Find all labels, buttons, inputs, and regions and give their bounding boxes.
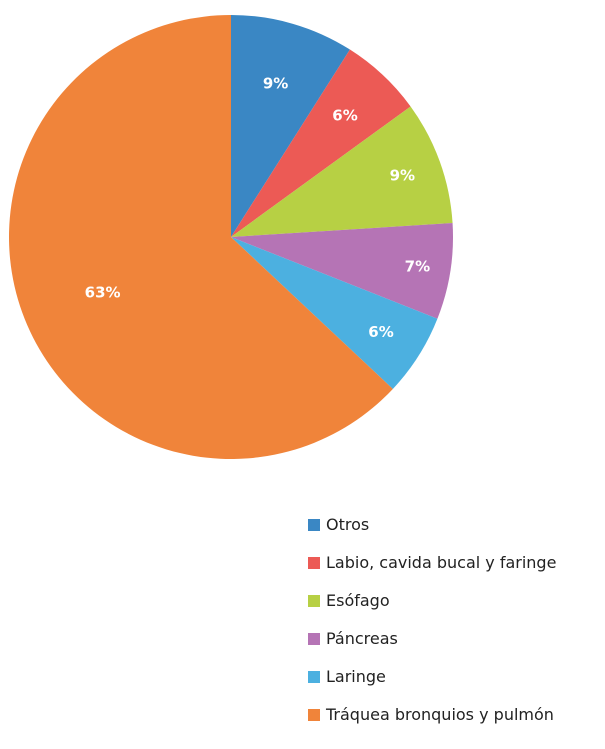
legend-label-otros: Otros [326, 515, 370, 534]
pie-slice [231, 223, 453, 319]
pie-slice-label: 9% [390, 166, 415, 184]
pie-slice [231, 15, 350, 237]
legend-label-laringe: Laringe [326, 667, 386, 686]
pie-slice [8, 15, 393, 460]
pie-slice-label: 6% [368, 323, 393, 341]
legend-item-otros: Otros [308, 512, 556, 537]
legend-swatch-laringe [308, 670, 320, 683]
legend-item-esofago: Esófago [308, 588, 556, 613]
pie-slice-label: 63% [85, 284, 121, 302]
pie-slice [231, 237, 438, 389]
legend-swatch-pancreas [308, 632, 320, 645]
legend-label-esofago: Esófago [326, 591, 390, 610]
pie-slice-label: 7% [405, 258, 430, 276]
legend-item-laringe: Laringe [308, 664, 556, 689]
legend-item-traquea: Tráquea bronquios y pulmón [308, 702, 556, 727]
legend-label-traquea: Tráquea bronquios y pulmón [326, 705, 554, 724]
pie-slice-label: 9% [263, 75, 288, 93]
pie-slices [8, 15, 453, 460]
legend-swatch-traquea [308, 708, 320, 721]
pie-slice [231, 49, 411, 238]
legend-swatch-otros [308, 518, 320, 531]
legend-label-labio: Labio, cavida bucal y faringe [326, 553, 557, 572]
legend-swatch-esofago [308, 594, 320, 607]
pie-slice [231, 106, 453, 237]
legend-item-pancreas: Páncreas [308, 626, 556, 651]
legend-item-labio: Labio, cavida bucal y faringe [308, 550, 556, 575]
pie-labels: 9% 6% 9% 7% 6% 63% [85, 75, 430, 342]
legend-label-pancreas: Páncreas [326, 629, 398, 648]
chart-legend: Otros Labio, cavida bucal y faringe Esóf… [308, 512, 556, 740]
pie-slice-label: 6% [332, 107, 357, 125]
legend-swatch-labio [308, 556, 320, 569]
